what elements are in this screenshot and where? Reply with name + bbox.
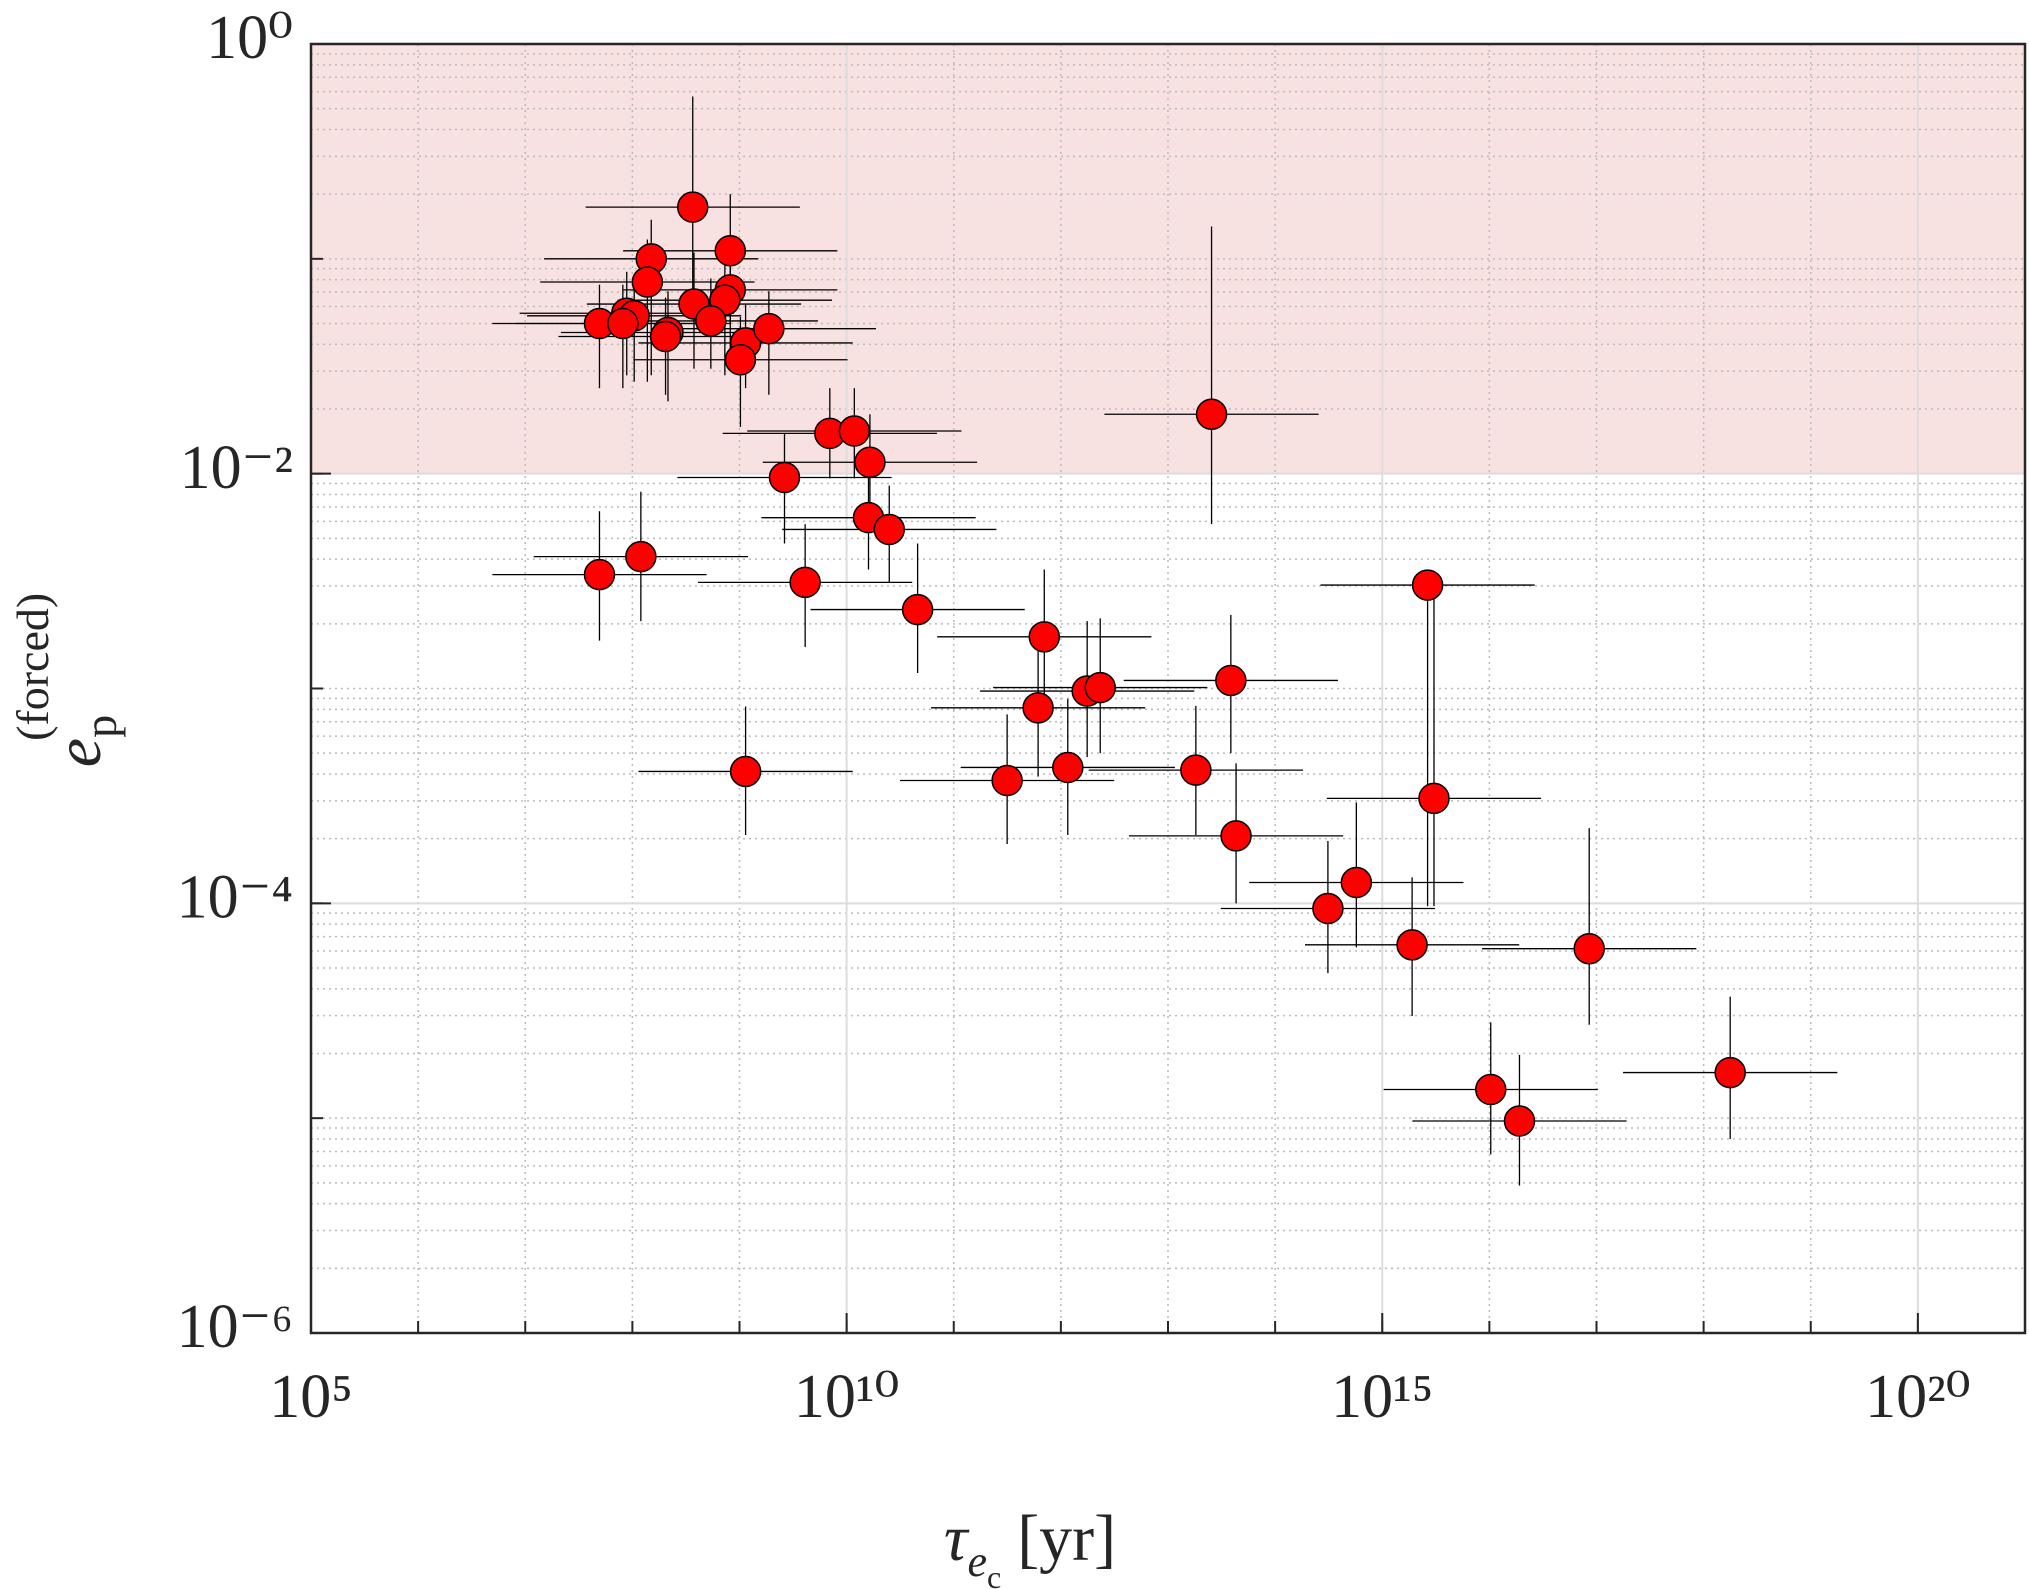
x-tick-label: 10²⁰ — [1865, 1363, 1970, 1431]
point — [1220, 820, 1252, 852]
point — [695, 305, 727, 337]
point — [724, 344, 757, 376]
point — [789, 566, 821, 599]
point — [1396, 929, 1428, 961]
point — [991, 764, 1023, 797]
point — [729, 755, 762, 788]
point — [1180, 754, 1212, 786]
point — [1503, 1105, 1536, 1137]
point — [1312, 892, 1344, 925]
y-axis-label: ep(forced) — [7, 593, 126, 767]
point — [625, 540, 657, 573]
point — [607, 307, 639, 340]
point — [676, 191, 709, 223]
point — [854, 446, 886, 479]
x-tick-label: 10¹⁵ — [1331, 1363, 1433, 1431]
point — [838, 415, 871, 447]
point — [1052, 751, 1084, 784]
plot-frame — [309, 42, 2027, 1335]
point — [583, 558, 616, 591]
point — [631, 266, 664, 298]
y-tick-label: 10⁻⁶ — [177, 1293, 293, 1361]
point — [1195, 398, 1228, 431]
point — [1022, 692, 1054, 724]
x-axis-label: τec[yr] — [944, 1502, 1116, 1589]
point — [1411, 569, 1444, 601]
point — [1573, 932, 1605, 965]
point — [1084, 671, 1116, 704]
point — [1215, 664, 1247, 697]
y-tick-label: 10⁻⁴ — [177, 864, 293, 932]
point — [1714, 1056, 1746, 1089]
point — [714, 235, 747, 267]
x-tick-label: 10⁵ — [269, 1363, 353, 1431]
x-tick-label: 10¹⁰ — [794, 1363, 899, 1431]
point — [649, 320, 682, 353]
point — [901, 593, 934, 626]
point — [1475, 1073, 1507, 1106]
y-tick-label: 10⁰ — [206, 4, 293, 72]
point — [768, 461, 801, 494]
point — [1028, 621, 1061, 653]
point — [753, 312, 785, 345]
point — [873, 513, 906, 546]
point — [1340, 866, 1373, 899]
y-tick-label: 10⁻² — [180, 434, 293, 502]
point — [1418, 782, 1450, 815]
